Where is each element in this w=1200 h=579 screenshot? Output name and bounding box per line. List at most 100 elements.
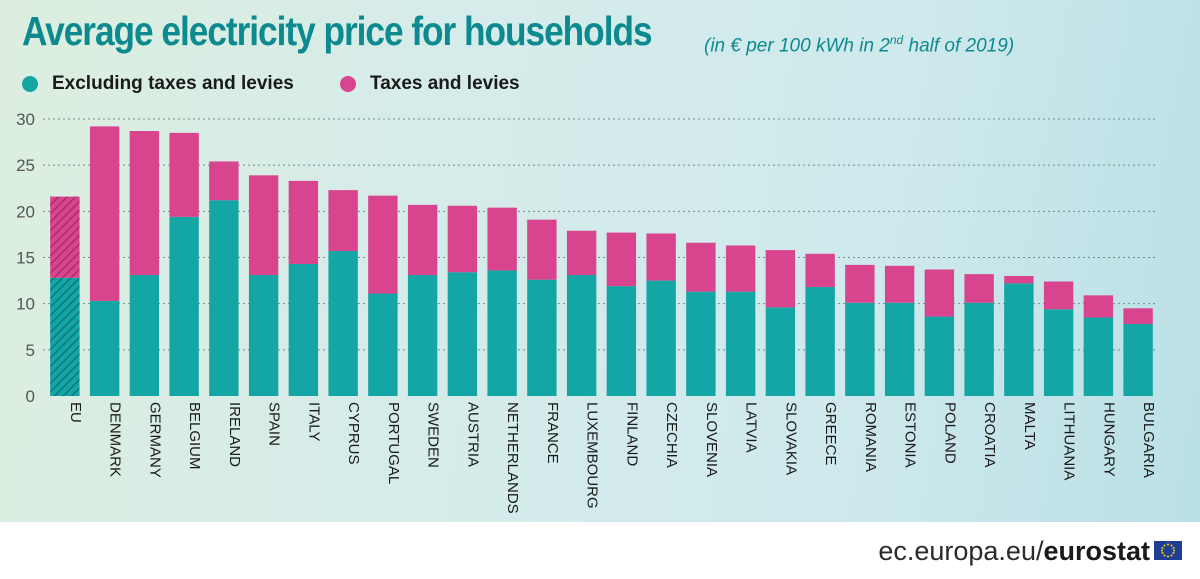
- footer-site: ec.europa.eu/: [878, 536, 1044, 566]
- legend-label-taxes: Taxes and levies: [370, 73, 520, 94]
- y-tick-label: 20: [16, 202, 35, 221]
- bar-excluding-taxes-netherlands: [487, 270, 517, 396]
- bar-excluding-taxes-romania: [845, 302, 875, 396]
- x-tick-label-romania: ROMANIA: [862, 402, 879, 472]
- x-tick-label-france: FRANCE: [544, 402, 561, 464]
- footer-source: ec.europa.eu/eurostat: [878, 536, 1150, 567]
- x-tick-label-malta: MALTA: [1021, 402, 1038, 450]
- subtitle-tail: half of 2019): [903, 35, 1015, 57]
- bar-taxes-lithuania: [1043, 281, 1074, 310]
- x-tick-label-croatia: CROATIA: [981, 402, 998, 468]
- x-axis-labels: EU DENMARK GERMANY BELGIUM IRELAND SPAIN ITALY…: [67, 402, 1157, 514]
- bar-excluding-taxes-slovakia: [765, 307, 796, 396]
- eu-flag-icon: [1154, 541, 1182, 560]
- x-tick-label-italy: ITALY: [305, 402, 322, 441]
- x-tick-label-poland: POLAND: [941, 402, 958, 464]
- bar-excluding-taxes-luxembourg: [566, 275, 597, 396]
- x-tick-label-finland: FINLAND: [623, 402, 640, 466]
- x-tick-label-lithuania: LITHUANIA: [1061, 402, 1078, 480]
- bar-excluding-taxes-eu: [50, 277, 80, 396]
- bar-taxes-malta: [1004, 275, 1034, 284]
- bar-excluding-taxes-italy: [288, 263, 319, 396]
- x-tick-label-luxembourg: LUXEMBOURG: [584, 402, 601, 509]
- footer-brand: eurostat: [1043, 536, 1150, 566]
- x-tick-label-bulgaria: BULGARIA: [1140, 402, 1157, 478]
- legend-swatch-taxes: [340, 76, 356, 92]
- bar-excluding-taxes-portugal: [368, 293, 398, 396]
- chart-title: Average electricity price for households: [22, 8, 653, 54]
- bar-taxes-poland: [924, 269, 955, 317]
- y-tick-label: 15: [16, 249, 35, 268]
- x-tick-label-eu: EU: [67, 402, 84, 423]
- bar-taxes-ireland: [209, 161, 239, 201]
- x-tick-label-germany: GERMANY: [146, 402, 163, 478]
- bar-excluding-taxes-cyprus: [328, 251, 358, 396]
- title-row: Average electricity price for households: [22, 8, 754, 55]
- bar-taxes-france: [527, 219, 557, 280]
- subtitle-superscript: nd: [889, 33, 904, 47]
- bar-excluding-taxes-croatia: [964, 302, 994, 396]
- subtitle-main: (in € per 100 kWh in 2: [704, 35, 890, 57]
- bar-excluding-taxes-finland: [606, 286, 637, 396]
- bar-excluding-taxes-sweden: [407, 275, 438, 396]
- bar-excluding-taxes-austria: [447, 272, 478, 396]
- bar-taxes-romania: [845, 264, 875, 303]
- bar-excluding-taxes-germany: [129, 275, 160, 396]
- bar-taxes-hungary: [1083, 295, 1114, 318]
- x-tick-label-austria: AUSTRIA: [464, 402, 481, 467]
- y-tick-label: 30: [16, 110, 35, 129]
- bar-excluding-taxes-poland: [924, 316, 955, 396]
- footer-band: [0, 522, 1200, 579]
- x-tick-label-portugal: PORTUGAL: [385, 402, 402, 484]
- bar-excluding-taxes-greece: [805, 287, 835, 396]
- x-tick-label-latvia: LATVIA: [743, 402, 760, 453]
- x-tick-label-ireland: IRELAND: [226, 402, 243, 467]
- y-axis-ticks: 0 5 10 15 20 25 30: [16, 110, 35, 406]
- bar-taxes-cyprus: [328, 190, 358, 252]
- bar-taxes-sweden: [407, 204, 438, 276]
- eu-stars-icon: [1161, 543, 1175, 558]
- bar-excluding-taxes-lithuania: [1043, 309, 1074, 396]
- bar-taxes-italy: [288, 180, 319, 264]
- x-tick-label-spain: SPAIN: [266, 402, 283, 446]
- y-tick-label: 25: [16, 156, 35, 175]
- bar-taxes-finland: [606, 232, 637, 287]
- bar-taxes-luxembourg: [566, 230, 597, 276]
- bar-excluding-taxes-hungary: [1083, 317, 1114, 396]
- bar-taxes-belgium: [169, 132, 199, 217]
- bar-taxes-greece: [805, 253, 835, 288]
- bar-taxes-slovakia: [765, 250, 796, 308]
- x-tick-label-hungary: HUNGARY: [1100, 402, 1117, 477]
- x-tick-label-belgium: BELGIUM: [186, 402, 203, 470]
- x-tick-label-denmark: DENMARK: [107, 402, 124, 477]
- bar-excluding-taxes-denmark: [89, 300, 120, 396]
- x-tick-label-czechia: CZECHIA: [663, 402, 680, 468]
- bar-taxes-germany: [129, 131, 160, 276]
- bar-excluding-taxes-belgium: [169, 216, 199, 396]
- bar-excluding-taxes-spain: [248, 275, 279, 396]
- bars: [50, 126, 1153, 396]
- bar-taxes-netherlands: [487, 207, 517, 271]
- bar-taxes-latvia: [725, 245, 756, 292]
- bar-taxes-portugal: [368, 195, 398, 294]
- x-tick-label-greece: GREECE: [822, 402, 839, 465]
- x-tick-label-slovakia: SLOVAKIA: [782, 402, 799, 475]
- bar-taxes-slovenia: [686, 242, 716, 292]
- bar-taxes-czechia: [646, 233, 676, 281]
- bar-taxes-denmark: [89, 126, 120, 301]
- bar-excluding-taxes-estonia: [884, 302, 915, 396]
- legend-label-excluding-taxes: Excluding taxes and levies: [52, 73, 294, 94]
- bar-taxes-austria: [447, 205, 478, 273]
- bar-taxes-spain: [248, 175, 279, 276]
- stacked-bar-chart: 0 5 10 15 20 25 30 EU DENMARK GERMANY BELGIUM IREL…: [16, 110, 1158, 514]
- x-tick-label-cyprus: CYPRUS: [345, 402, 362, 465]
- bar-excluding-taxes-malta: [1004, 283, 1034, 396]
- y-tick-label: 10: [16, 295, 35, 314]
- x-tick-label-estonia: ESTONIA: [902, 402, 919, 468]
- bar-taxes-estonia: [884, 265, 915, 303]
- legend-swatch-excluding-taxes: [22, 76, 38, 92]
- chart-subtitle: (in € per 100 kWh in 2nd half of 2019): [704, 33, 1014, 57]
- bar-taxes-bulgaria: [1123, 308, 1153, 324]
- y-tick-label: 0: [26, 387, 35, 406]
- bar-excluding-taxes-bulgaria: [1123, 323, 1153, 396]
